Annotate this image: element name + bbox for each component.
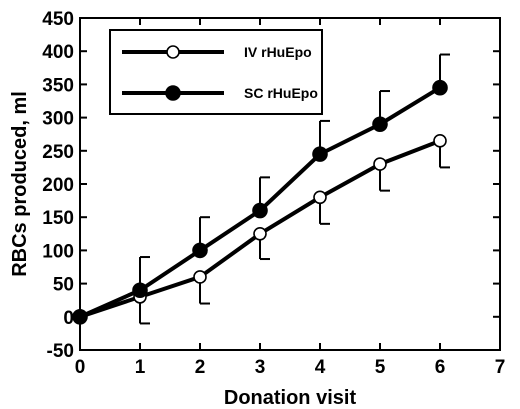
x-tick-label: 4 [315, 357, 326, 378]
y-tick-label: 450 [42, 9, 74, 30]
filled-circle-marker [312, 146, 328, 162]
y-tick-label: 0 [63, 308, 74, 329]
open-circle-marker [433, 134, 447, 148]
open-circle-marker [313, 190, 327, 205]
y-tick-label: -50 [47, 341, 74, 362]
legend-open-circle-marker [166, 45, 180, 59]
y-tick-label: 350 [42, 75, 74, 96]
open-circle-marker [253, 227, 267, 241]
x-axis-ticks: 0 1 2 3 4 5 6 7 [75, 18, 506, 378]
filled-circle-marker [372, 116, 388, 133]
series-layer [72, 53, 450, 325]
y-tick-label: 250 [42, 142, 74, 163]
filled-circle-marker [132, 282, 148, 299]
y-tick-label: 50 [53, 275, 74, 296]
x-tick-label: 7 [495, 357, 506, 378]
filled-circle-marker [72, 308, 88, 325]
x-tick-label: 2 [195, 357, 206, 378]
y-tick-label: 200 [42, 175, 74, 196]
y-tick-label: 150 [42, 208, 74, 229]
y-tick-label: 300 [42, 109, 74, 130]
open-circle-marker [193, 270, 207, 284]
filled-circle-marker [252, 202, 268, 219]
y-tick-label: 400 [42, 42, 74, 63]
series-2 [72, 53, 450, 325]
y-tick-label: 100 [42, 241, 74, 262]
x-tick-label: 6 [435, 357, 446, 378]
filled-circle-marker [432, 79, 448, 96]
y-axis-title: RBCs produced, ml [9, 91, 31, 277]
y-axis-ticks: -50 0 50 100 150 200 250 300 350 400 450 [42, 9, 500, 362]
legend-box [109, 29, 323, 115]
open-circle-marker [373, 157, 387, 171]
x-tick-label: 1 [135, 357, 146, 378]
x-tick-label: 5 [375, 357, 386, 378]
legend-label: IV rHuEpo [244, 44, 312, 60]
legend-filled-circle-marker [165, 85, 181, 101]
x-tick-label: 0 [75, 357, 86, 378]
legend: IV rHuEpo SC rHuEpo [109, 29, 323, 115]
legend-label: SC rHuEpo [244, 85, 318, 101]
filled-circle-marker [192, 242, 208, 259]
x-tick-label: 3 [255, 357, 266, 378]
x-axis-title: Donation visit [224, 387, 357, 409]
